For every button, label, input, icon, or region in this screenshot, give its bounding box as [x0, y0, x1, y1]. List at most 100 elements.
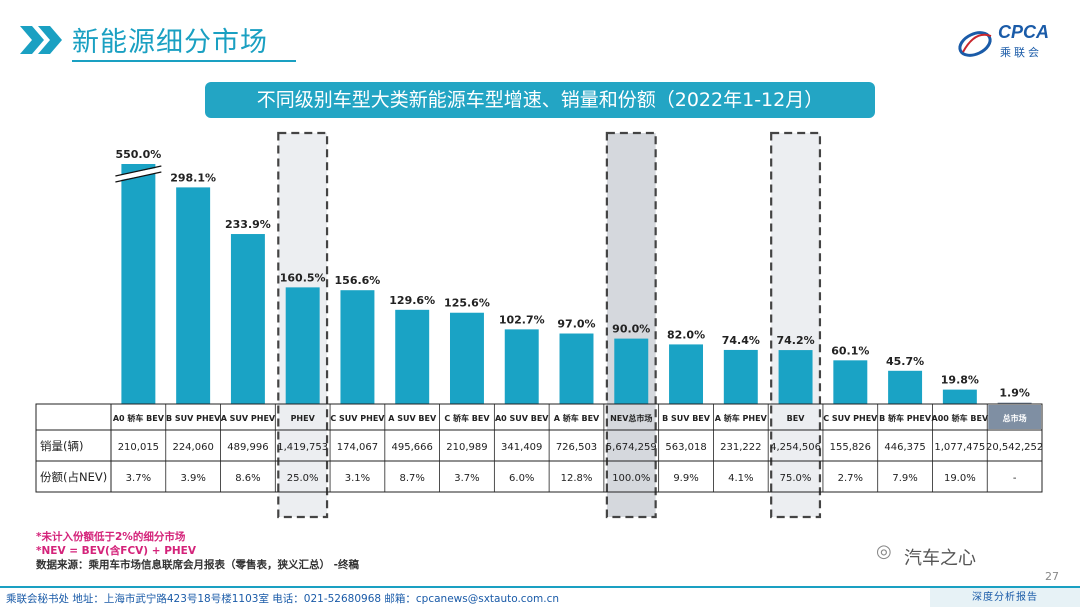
category-label-11: A 轿车 PHEV	[715, 413, 768, 423]
table-cell-0-13: 155,826	[830, 442, 871, 453]
bar-6	[449, 312, 484, 404]
category-label-10: B SUV BEV	[662, 414, 711, 423]
bar-0	[121, 164, 156, 404]
chevron-right-icon	[20, 26, 62, 54]
bar-3	[285, 287, 320, 404]
page-title: 新能源细分市场	[72, 27, 268, 58]
logo-text: CPCA	[998, 22, 1050, 42]
bar-5	[395, 309, 430, 404]
category-label-16: 总市场	[1003, 413, 1027, 423]
footer-report-tag: 深度分析报告	[930, 588, 1080, 607]
table-cell-1-0: 3.7%	[126, 473, 151, 484]
table-cell-0-5: 495,666	[392, 442, 433, 453]
bar-label-3: 160.5%	[280, 271, 326, 284]
highlight-box-9	[605, 131, 657, 519]
table-cell-1-8: 12.8%	[561, 473, 593, 484]
bar-9	[614, 338, 649, 404]
category-label-1: B SUV PHEV	[166, 414, 221, 423]
category-label-3: PHEV	[291, 414, 316, 423]
table-cell-1-10: 9.9%	[673, 473, 698, 484]
category-label-14: B 轿车 PHEV	[879, 413, 932, 423]
table-cell-0-8: 726,503	[556, 442, 597, 453]
footnote-share: *未计入份额低于2%的细分市场	[36, 531, 186, 543]
table-cell-1-1: 3.9%	[180, 473, 205, 484]
table-cell-1-3: 25.0%	[287, 473, 319, 484]
footer-divider	[0, 586, 1080, 588]
category-label-0: A0 轿车 BEV	[113, 413, 165, 423]
table-cell-0-11: 231,222	[720, 442, 761, 453]
highlight-box-12	[770, 131, 822, 519]
row-label-1: 份额(占NEV)	[40, 470, 107, 484]
table-cell-1-12: 75.0%	[780, 473, 812, 484]
category-label-5: A SUV BEV	[388, 414, 437, 423]
bar-2	[230, 234, 265, 404]
logo-subtext: 乘联会	[1000, 46, 1042, 59]
table-cell-0-0: 210,015	[118, 442, 159, 453]
bar-label-2: 233.9%	[225, 218, 271, 231]
bar-label-8: 97.0%	[557, 318, 595, 331]
bar-label-14: 45.7%	[886, 355, 924, 368]
category-label-6: C 轿车 BEV	[444, 413, 490, 423]
bar-label-9: 90.0%	[612, 323, 650, 336]
bar-label-5: 129.6%	[389, 294, 435, 307]
category-label-9: NEV总市场	[610, 413, 652, 423]
table-cell-1-16: -	[1013, 473, 1017, 484]
table-cell-1-6: 3.7%	[454, 473, 479, 484]
axis-break-gap	[116, 167, 160, 181]
table-cell-0-9: 5,674,259	[606, 442, 657, 453]
footnotes: *未计入份额低于2%的细分市场 *NEV = BEV(含FCV) + PHEV …	[36, 530, 359, 572]
table-cell-1-7: 6.0%	[509, 473, 534, 484]
table-cell-0-3: 1,419,753	[277, 442, 328, 453]
bar-label-0: 550.0%	[115, 148, 161, 161]
footnote-source: 数据来源：乘用车市场信息联席会月报表（零售表，狭义汇总） -终稿	[36, 559, 360, 571]
bar-8	[559, 333, 594, 404]
data-table-frame	[35, 403, 1043, 493]
footer-contact: 乘联会秘书处 地址：上海市武宁路423号18号楼1103室 电话：021-526…	[6, 593, 560, 605]
chart-title: 不同级别车型大类新能源车型增速、销量和份额（2022年1-12月）	[205, 82, 875, 118]
wechat-icon: ◎	[876, 541, 892, 562]
category-label-12: BEV	[787, 414, 806, 423]
bar-10	[669, 344, 704, 404]
bar-12	[778, 350, 813, 404]
table-cell-1-11: 4.1%	[728, 473, 753, 484]
table-cell-1-4: 3.1%	[345, 473, 370, 484]
table-cell-0-15: 1,077,475	[934, 442, 985, 453]
table-cell-1-2: 8.6%	[235, 473, 260, 484]
table-cell-0-10: 563,018	[665, 442, 706, 453]
bar-label-1: 298.1%	[170, 171, 216, 184]
bar-16	[997, 402, 1032, 404]
table-cell-0-12: 4,254,506	[770, 442, 821, 453]
table-cell-0-14: 446,375	[884, 442, 925, 453]
category-label-7: A0 SUV BEV	[495, 414, 549, 423]
axis-break-mark	[115, 165, 162, 183]
table-cell-0-6: 210,989	[446, 442, 487, 453]
table-cell-1-14: 7.9%	[892, 473, 917, 484]
table-cell-0-2: 489,996	[227, 442, 268, 453]
bar-4	[340, 290, 375, 404]
category-label-15: A00 轿车 BEV	[932, 413, 989, 423]
category-label-4: C SUV PHEV	[330, 414, 385, 423]
table-cell-0-16: 20,542,252	[986, 442, 1043, 453]
bar-label-15: 19.8%	[941, 374, 979, 387]
category-label-13: C SUV PHEV	[823, 414, 878, 423]
row-label-0: 销量(辆)	[40, 439, 83, 453]
table-cell-0-1: 224,060	[172, 442, 213, 453]
wechat-watermark: 汽车之心	[904, 548, 976, 569]
title-underline	[72, 60, 296, 62]
footnote-nev: *NEV = BEV(含FCV) + PHEV	[36, 545, 196, 557]
bar-label-12: 74.2%	[776, 334, 814, 347]
table-cell-0-7: 341,409	[501, 442, 542, 453]
bar-7	[504, 329, 539, 404]
table-cell-1-13: 2.7%	[838, 473, 863, 484]
category-label-8: A 轿车 BEV	[554, 413, 600, 423]
page-number: 27	[1045, 570, 1059, 583]
bar-label-10: 82.0%	[667, 328, 705, 341]
table-cell-1-9: 100.0%	[612, 473, 650, 484]
bar-label-7: 102.7%	[499, 313, 545, 326]
bar-1	[176, 187, 211, 404]
bar-14	[888, 370, 923, 404]
bar-13	[833, 360, 868, 404]
bar-label-4: 156.6%	[335, 274, 381, 287]
bar-label-13: 60.1%	[831, 344, 869, 357]
